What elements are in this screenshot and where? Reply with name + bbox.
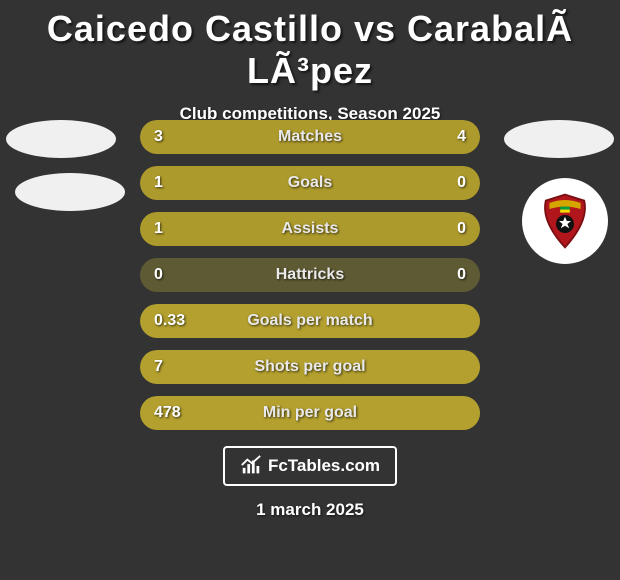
stat-label: Matches bbox=[140, 120, 480, 154]
stat-row: 0.33Goals per match bbox=[140, 304, 480, 338]
page-title: Caicedo Castillo vs CarabalÃ LÃ³pez bbox=[0, 0, 620, 92]
stat-value-right: 0 bbox=[457, 166, 466, 200]
stat-row: 1Assists0 bbox=[140, 212, 480, 246]
stat-value-right: 0 bbox=[457, 212, 466, 246]
stat-label: Hattricks bbox=[140, 258, 480, 292]
stat-row: 1Goals0 bbox=[140, 166, 480, 200]
date-label: 1 march 2025 bbox=[0, 500, 620, 520]
chart-icon bbox=[240, 455, 262, 477]
stat-row: 3Matches4 bbox=[140, 120, 480, 154]
player-left-avatar-1 bbox=[6, 120, 116, 158]
stat-value-right: 4 bbox=[457, 120, 466, 154]
stat-rows: 3Matches41Goals01Assists00Hattricks00.33… bbox=[140, 120, 480, 442]
stat-row: 0Hattricks0 bbox=[140, 258, 480, 292]
club-crest-right bbox=[522, 178, 608, 264]
stat-label: Shots per goal bbox=[140, 350, 480, 384]
player-left-avatar-2 bbox=[15, 173, 125, 211]
stat-row: 478Min per goal bbox=[140, 396, 480, 430]
stat-row: 7Shots per goal bbox=[140, 350, 480, 384]
stat-label: Goals per match bbox=[140, 304, 480, 338]
stat-label: Assists bbox=[140, 212, 480, 246]
player-right-avatar bbox=[504, 120, 614, 158]
brand-box: FcTables.com bbox=[223, 446, 397, 486]
shield-icon bbox=[535, 191, 595, 251]
stat-label: Min per goal bbox=[140, 396, 480, 430]
brand-label: FcTables.com bbox=[268, 456, 380, 476]
stat-value-right: 0 bbox=[457, 258, 466, 292]
stat-label: Goals bbox=[140, 166, 480, 200]
